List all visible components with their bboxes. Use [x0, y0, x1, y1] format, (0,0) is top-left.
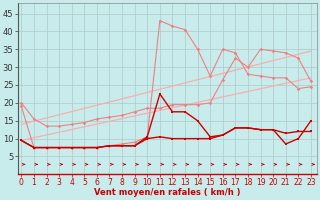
X-axis label: Vent moyen/en rafales ( km/h ): Vent moyen/en rafales ( km/h )	[94, 188, 241, 197]
